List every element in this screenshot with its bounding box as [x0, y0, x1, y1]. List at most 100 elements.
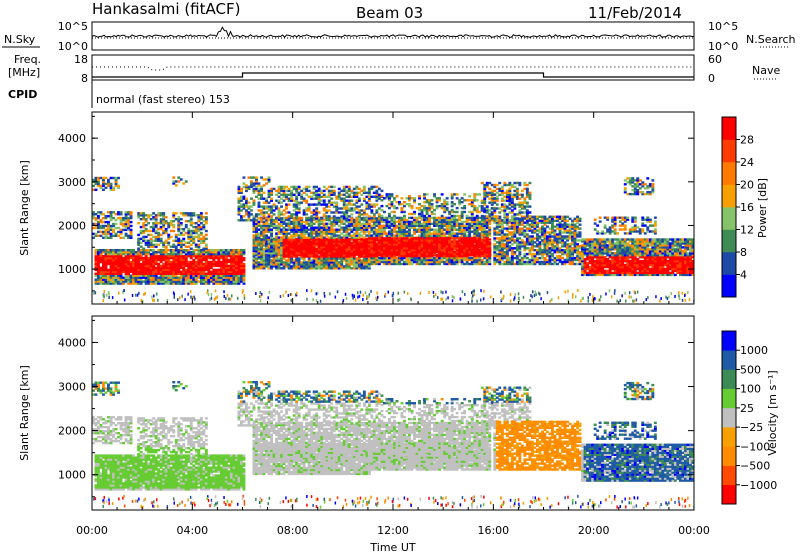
power-cell	[124, 222, 128, 226]
power-cell	[302, 191, 306, 194]
power-cell	[393, 237, 396, 240]
power-cell	[235, 264, 238, 268]
power-cell	[448, 218, 452, 222]
power-cell	[365, 207, 369, 210]
power-cell	[468, 241, 472, 244]
power-cell	[475, 262, 479, 266]
power-cell	[347, 238, 351, 241]
power-cell	[179, 278, 183, 281]
power-cell	[127, 254, 130, 258]
power-cell	[322, 203, 326, 206]
power-cell	[357, 219, 361, 222]
power-cell	[232, 258, 236, 262]
power-cell	[277, 263, 281, 266]
power-cell	[124, 220, 128, 224]
power-cell	[295, 230, 299, 233]
power-cell	[169, 223, 173, 227]
power-cell	[112, 249, 115, 252]
power-cell	[367, 243, 371, 246]
power-cell	[212, 268, 216, 272]
power-cell	[260, 197, 263, 200]
power-cell	[112, 252, 115, 256]
power-cell	[172, 260, 176, 264]
power-cell	[297, 259, 301, 262]
power-cell	[455, 260, 459, 264]
power-cell	[320, 226, 324, 229]
power-cell	[189, 214, 193, 217]
power-cell	[488, 220, 492, 224]
power-cell	[187, 260, 191, 264]
power-cell	[157, 231, 161, 235]
power-cell	[99, 256, 103, 260]
power-cell	[192, 249, 196, 252]
power-cell	[202, 268, 206, 272]
power-cell	[260, 248, 263, 251]
power-cell	[485, 237, 489, 240]
power-cell	[342, 187, 346, 191]
power-cell	[174, 280, 178, 283]
power-cell	[365, 230, 369, 233]
power-cell	[310, 203, 314, 206]
power-cell	[164, 239, 168, 242]
power-cell	[257, 197, 261, 200]
power-cell	[255, 195, 258, 198]
power-cell	[204, 249, 208, 252]
power-cell	[315, 265, 319, 268]
power-cell	[292, 185, 296, 189]
power-cell	[267, 236, 271, 239]
power-cell	[204, 276, 208, 279]
power-cell	[199, 231, 203, 235]
power-cell	[162, 274, 166, 277]
power-cell	[117, 226, 120, 230]
power-cell	[290, 185, 294, 189]
power-cell	[199, 233, 203, 237]
power-cell	[162, 251, 166, 254]
power-cell	[92, 236, 95, 239]
power-cell	[357, 213, 361, 216]
power-cell	[453, 258, 457, 262]
power-cell	[117, 186, 120, 189]
power-cell	[197, 276, 201, 279]
power-cell	[240, 205, 243, 208]
power-cell	[232, 270, 236, 273]
power-cell	[335, 197, 339, 200]
power-cell	[152, 278, 156, 281]
power-cell	[320, 263, 324, 266]
power-cell	[450, 247, 454, 250]
power-cell	[287, 242, 291, 245]
power-cell	[445, 241, 449, 244]
power-cell	[460, 230, 464, 233]
power-cell	[322, 244, 326, 247]
power-cell	[330, 201, 334, 204]
power-cell	[310, 195, 314, 198]
power-cell	[425, 249, 429, 252]
power-cell	[260, 254, 263, 257]
power-cell	[280, 211, 283, 214]
power-cell	[305, 261, 309, 264]
power-cell	[390, 249, 394, 252]
power-cell	[194, 270, 198, 273]
power-cell	[257, 255, 261, 258]
power-cell	[179, 270, 183, 273]
power-cell	[112, 230, 115, 234]
power-cell	[102, 280, 105, 283]
power-cell	[413, 226, 416, 229]
power-cell	[335, 263, 339, 266]
power-cell	[410, 258, 414, 262]
power-cell	[433, 234, 436, 237]
power-cell	[355, 240, 359, 243]
power-cell	[204, 282, 208, 285]
power-cell	[297, 254, 301, 257]
power-cell	[360, 213, 364, 216]
power-cell	[420, 216, 424, 220]
power-cell	[292, 203, 296, 206]
power-cell	[197, 229, 201, 233]
power-cell	[119, 276, 123, 279]
power-cell	[463, 247, 467, 250]
power-cell	[197, 214, 201, 217]
power-cell	[485, 252, 489, 256]
power-cell	[302, 250, 306, 253]
power-cell	[408, 252, 411, 256]
power-cell	[137, 222, 141, 225]
power-cell	[362, 252, 366, 255]
